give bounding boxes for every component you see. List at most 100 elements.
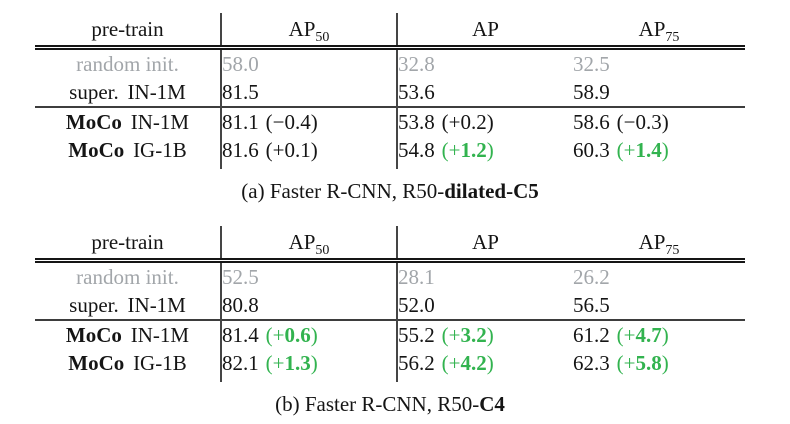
pretrain-cell: random init. <box>35 47 222 78</box>
caption-text: dilated-C5 <box>444 179 539 203</box>
metric-value: 28.1 <box>398 265 435 289</box>
metric-value: 54.8 <box>398 138 435 162</box>
col-header-label: AP <box>472 17 499 41</box>
metric-delta: (+4.7) <box>616 323 669 347</box>
metric-cell-ap50: 81.1 (−0.4) <box>221 106 398 136</box>
caption-text: (b) Faster R-CNN, R50- <box>275 392 480 416</box>
metric-cell-ap75: 56.5 <box>573 291 745 320</box>
caption-a: (a) Faster R-CNN, R50-dilated-C5 <box>35 178 745 204</box>
pretrain-cell: MoCo IG-1B <box>35 136 222 169</box>
metric-cell-ap50: 82.1 (+1.3) <box>221 349 398 382</box>
col-header-label: AP <box>288 17 316 41</box>
pretrain-cell: super. IN-1M <box>35 291 222 320</box>
pretrain-label: MoCo <box>65 323 122 347</box>
metric-value: 56.5 <box>573 293 610 317</box>
metric-value: 58.0 <box>222 52 259 76</box>
col-header-label: AP <box>638 17 666 41</box>
table-row: MoCo IG-1B 81.6 (+0.1) 54.8 (+1.2) 60.3 (+1.4) <box>35 136 745 169</box>
metric-cell-ap50: 58.0 <box>221 47 398 78</box>
subtable-a: pre-train AP50 AP AP75 random init. 58.0 32.8 3… <box>35 13 745 204</box>
pretrain-cell: MoCo IN-1M <box>35 106 222 136</box>
metric-cell-ap75: 60.3 (+1.4) <box>573 136 745 169</box>
col-header-label: pre-train <box>91 17 164 41</box>
metric-value: 26.2 <box>573 265 610 289</box>
metric-value: 81.5 <box>222 80 259 104</box>
table-row: MoCo IG-1B 82.1 (+1.3) 56.2 (+4.2) 62.3 (+5.8) <box>35 349 745 382</box>
pretrain-label: IN-1M <box>127 293 186 317</box>
metric-value: 81.6 <box>222 138 259 162</box>
metric-value: 58.9 <box>573 80 610 104</box>
metric-cell-ap50: 81.4 (+0.6) <box>221 319 398 349</box>
pretrain-label: IN-1M <box>130 323 190 347</box>
metric-delta: (−0.4) <box>265 110 318 134</box>
metric-value: 52.5 <box>222 265 259 289</box>
metric-value: 56.2 <box>398 351 435 375</box>
col-header-label: AP <box>472 230 499 254</box>
col-header-subscript: 50 <box>315 30 330 46</box>
col-header-subscript: 75 <box>665 243 680 259</box>
metric-delta: (+1.4) <box>616 138 669 162</box>
pretrain-label: MoCo <box>65 110 122 134</box>
table-row: random init. 52.5 28.1 26.2 <box>35 260 745 292</box>
pretrain-label: MoCo <box>68 351 125 375</box>
metric-delta: (−0.3) <box>616 110 669 134</box>
metric-cell-ap: 32.8 <box>397 48 573 79</box>
metric-value: 81.1 <box>222 110 259 134</box>
metric-cell-ap50: 81.6 (+0.1) <box>221 136 398 169</box>
col-header-ap50: AP50 <box>221 226 398 263</box>
table-row: MoCo IN-1M 81.1 (−0.4) 53.8 (+0.2) 58.6 (−0.3) <box>35 106 745 136</box>
col-header-label: AP <box>288 230 316 254</box>
metric-cell-ap50: 81.5 <box>221 78 398 107</box>
results-table-b: pre-train AP50 AP AP75 random init. 52.5 28.1 2… <box>35 226 745 382</box>
pretrain-cell: super. IN-1M <box>35 78 222 107</box>
metric-cell-ap: 53.8 (+0.2) <box>397 106 573 136</box>
header-row: pre-train AP50 AP AP75 <box>35 226 745 263</box>
metric-value: 81.4 <box>222 323 259 347</box>
col-header-ap50: AP50 <box>221 13 398 50</box>
col-header-ap: AP <box>397 13 573 50</box>
caption-text: (a) Faster R-CNN, R50- <box>241 179 445 203</box>
col-header-subscript: 50 <box>315 243 330 259</box>
metric-cell-ap75: 32.5 <box>573 48 745 79</box>
metric-delta: (+0.6) <box>265 323 318 347</box>
col-header-label: AP <box>638 230 666 254</box>
pretrain-label: IG-1B <box>133 351 187 375</box>
col-header-ap: AP <box>397 226 573 263</box>
pretrain-label: super. <box>69 293 119 317</box>
metric-delta: (+0.2) <box>441 110 494 134</box>
subtable-b: pre-train AP50 AP AP75 random init. 52.5 28.1 2… <box>35 226 745 417</box>
pretrain-label: super. <box>69 80 119 104</box>
pretrain-label: IN-1M <box>127 80 186 104</box>
caption-b: (b) Faster R-CNN, R50-C4 <box>35 391 745 417</box>
col-header-ap75: AP75 <box>573 13 745 50</box>
pretrain-label: MoCo <box>68 138 125 162</box>
col-header-label: pre-train <box>91 230 164 254</box>
metric-value: 53.6 <box>398 80 435 104</box>
table-row: MoCo IN-1M 81.4 (+0.6) 55.2 (+3.2) 61.2 (+4.7) <box>35 319 745 349</box>
metric-value: 52.0 <box>398 293 435 317</box>
metric-delta: (+3.2) <box>441 323 494 347</box>
metric-value: 58.6 <box>573 110 610 134</box>
metric-cell-ap: 56.2 (+4.2) <box>397 349 573 382</box>
metric-cell-ap: 54.8 (+1.2) <box>397 136 573 169</box>
metric-value: 53.8 <box>398 110 435 134</box>
metric-cell-ap: 28.1 <box>397 261 573 292</box>
col-header-subscript: 75 <box>665 30 680 46</box>
metric-value: 80.8 <box>222 293 259 317</box>
caption-text: C4 <box>479 392 505 416</box>
pretrain-cell: MoCo IG-1B <box>35 349 222 382</box>
metric-value: 62.3 <box>573 351 610 375</box>
metric-delta: (+4.2) <box>441 351 494 375</box>
pretrain-label: random init. <box>76 265 179 289</box>
metric-cell-ap75: 58.6 (−0.3) <box>573 106 745 136</box>
table-row: super. IN-1M 81.5 53.6 58.9 <box>35 78 745 107</box>
col-header-ap75: AP75 <box>573 226 745 263</box>
metric-cell-ap50: 80.8 <box>221 291 398 320</box>
metric-value: 32.8 <box>398 52 435 76</box>
metric-value: 61.2 <box>573 323 610 347</box>
pretrain-label: IN-1M <box>130 110 190 134</box>
metric-cell-ap: 55.2 (+3.2) <box>397 319 573 349</box>
metric-cell-ap: 52.0 <box>397 291 573 320</box>
header-row: pre-train AP50 AP AP75 <box>35 13 745 50</box>
